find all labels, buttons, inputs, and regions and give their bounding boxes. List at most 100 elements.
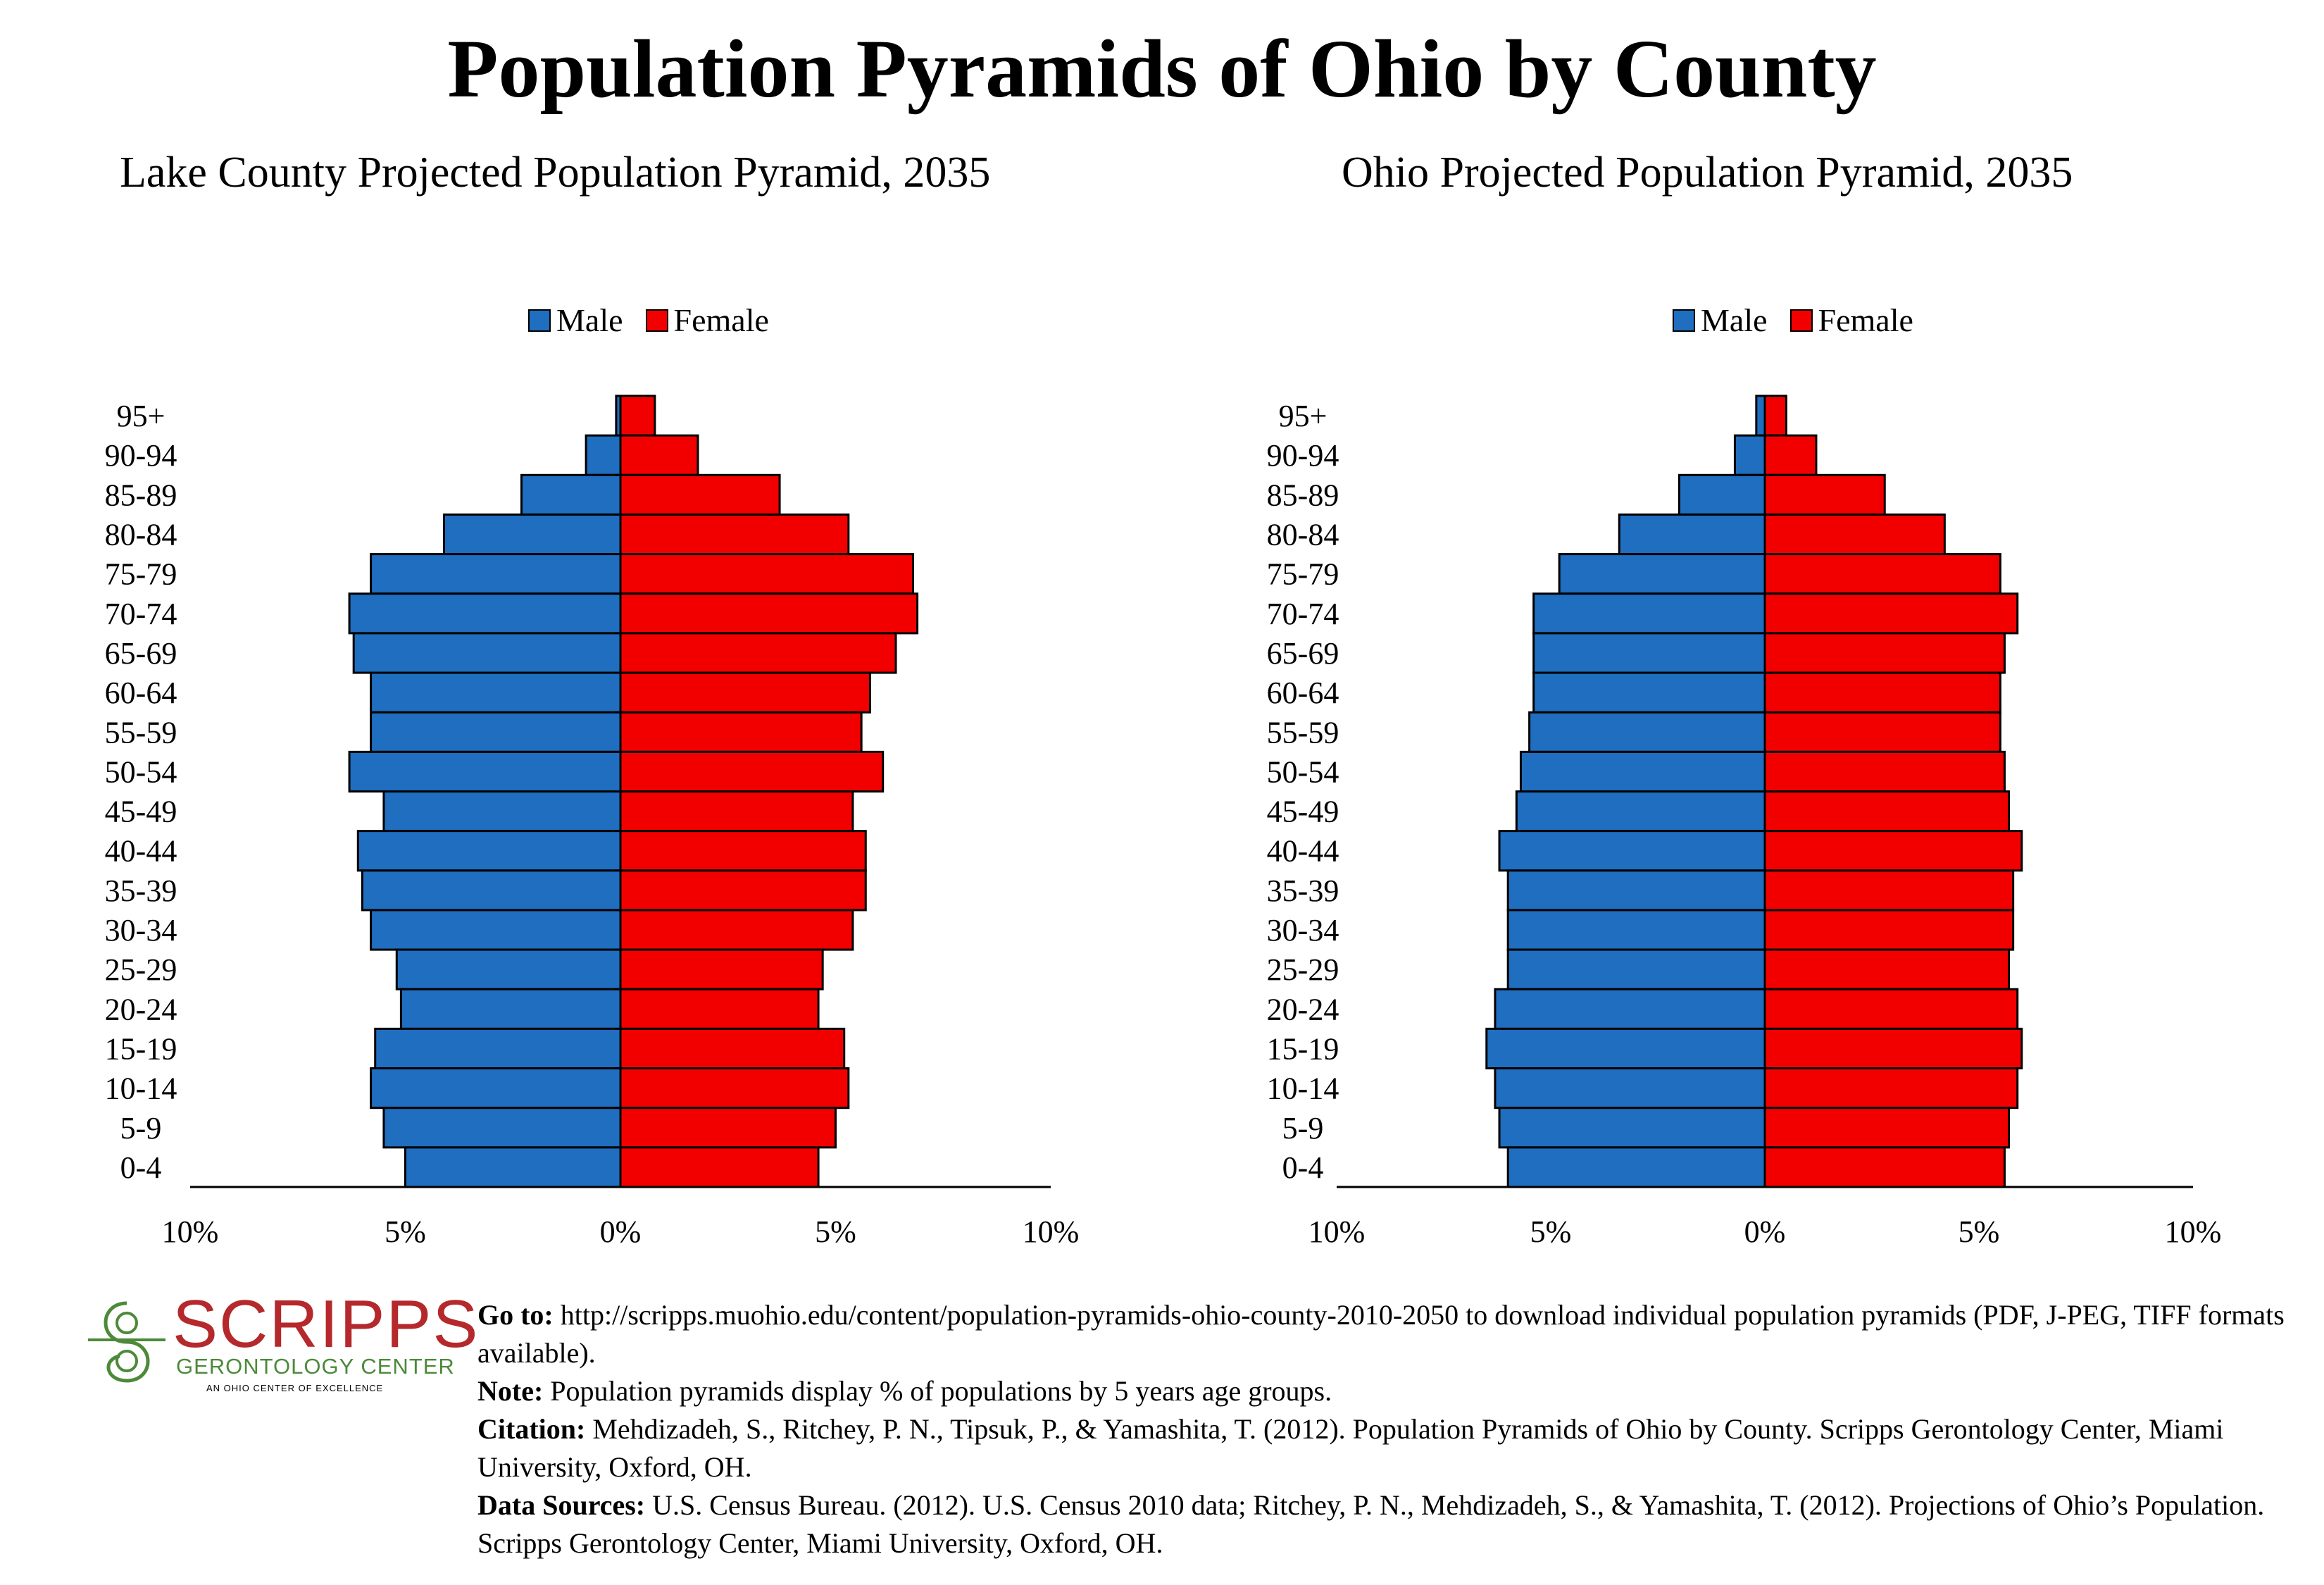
lake-male-bar [395,948,622,990]
legend-female-label: Female [1818,302,1913,338]
goto-label: Go to: [477,1299,554,1331]
ohio-age-label: 35-39 [1267,874,1339,908]
lake-female-bar [619,671,871,714]
lake-male-bar [585,434,622,476]
ohio-female-bar [1763,948,2011,990]
ohio-male-bar [1519,750,1766,792]
ohio-male-bar [1506,948,1766,990]
lake-age-label: 90-94 [105,438,177,473]
lake-age-label: 70-74 [105,597,177,631]
ohio-chart-title: Ohio Projected Population Pyramid, 2035 [1342,149,2073,197]
lake-male-bar [399,988,622,1030]
scripps-swirl-icon [88,1301,165,1383]
logo-tagline: AN OHIO CENTER OF EXCELLENCE [206,1383,384,1393]
footer-note: Note: Population pyramids display % of p… [477,1372,2309,1410]
logo-subtitle: GERONTOLOGY CENTER [176,1354,455,1379]
lake-age-label: 55-59 [105,715,177,750]
ohio-female-bar [1763,1146,2006,1188]
footer-sources: Data Sources: U.S. Census Bureau. (2012)… [477,1486,2309,1562]
ohio-age-label: 0-4 [1282,1150,1324,1185]
ohio-male-bar [1515,790,1766,833]
ohio-female-bar [1763,553,2001,595]
lake-female-bar [619,513,850,556]
lake-female-bar [619,1027,846,1070]
ohio-female-bar [1763,434,1818,476]
lake-x-tick-label: 10% [1023,1214,1080,1249]
lake-male-bar [520,473,622,516]
lake-female-bar [619,1146,820,1188]
ohio-male-bar [1485,1027,1766,1070]
legend-male-swatch [528,309,551,332]
ohio-age-label: 80-84 [1267,518,1339,552]
lake-age-label: 45-49 [105,795,177,829]
lake-female-bar [619,948,824,990]
footer-goto: Go to: http://scripps.muohio.edu/content… [477,1296,2309,1372]
ohio-female-bar [1763,830,2023,872]
ohio-male-bar [1733,434,1766,476]
lake-x-tick-label: 5% [385,1214,426,1249]
citation-label: Citation: [477,1413,586,1445]
logo-name: SCRIPPS [173,1286,480,1362]
lake-age-label: 40-44 [105,834,177,869]
note-label: Note: [477,1375,544,1407]
ohio-male-bar [1755,394,1766,437]
ohio-x-tick-label: 0% [1744,1214,1786,1249]
ohio-female-bar [1763,1027,2023,1070]
lake-female-bar [619,830,867,872]
ohio-male-bar [1558,553,1766,595]
ohio-female-bar [1763,671,2001,714]
ohio-x-tick-label: 10% [2165,1214,2222,1249]
lake-age-label: 60-64 [105,676,177,710]
legend-male-label: Male [556,302,623,338]
sources-text: U.S. Census Bureau. (2012). U.S. Census … [477,1489,2265,1559]
lake-age-label: 0-4 [120,1150,162,1185]
lake-age-label: 30-34 [105,913,177,947]
legend-male-swatch [1673,309,1695,332]
lake-male-bar [356,830,622,872]
ohio-age-label: 30-34 [1267,913,1339,947]
ohio-female-bar [1763,592,2019,635]
ohio-male-bar [1498,1107,1766,1149]
lake-female-bar [619,988,820,1030]
lake-male-bar [370,909,622,951]
ohio-male-bar [1532,632,1766,674]
ohio-male-bar [1494,1067,1766,1110]
ohio-male-bar [1498,830,1766,872]
lake-male-bar [404,1146,622,1188]
ohio-x-tick-label: 10% [1308,1214,1366,1249]
ohio-x-tick-label: 5% [1958,1214,2000,1249]
ohio-female-bar [1763,473,1886,516]
lake-male-bar [382,1107,622,1149]
lake-x-tick-label: 0% [600,1214,642,1249]
ohio-female-bar [1763,988,2019,1030]
lake-female-bar [619,1067,850,1110]
lake-female-bar [619,632,897,674]
lake-age-label: 85-89 [105,478,177,512]
lake-female-bar [619,711,863,753]
ohio-age-label: 50-54 [1267,754,1339,789]
lake-female-bar [619,750,885,792]
ohio-female-bar [1763,513,1946,556]
lake-female-bar [619,553,914,595]
lake-age-label: 15-19 [105,1031,177,1066]
lake-age-label: 5-9 [120,1111,162,1145]
ohio-female-bar [1763,790,2011,833]
citation-text: Mehdizadeh, S., Ritchey, P. N., Tipsuk, … [477,1413,2224,1483]
lake-male-bar [361,869,622,912]
lake-male-bar [442,513,622,556]
ohio-x-tick-label: 5% [1530,1214,1572,1249]
legend-female-swatch [645,309,668,332]
lake-male-bar [382,790,622,833]
lake-age-label: 50-54 [105,754,177,789]
legend-male-label: Male [1701,302,1768,338]
lake-male-bar [370,1067,622,1110]
ohio-male-bar [1618,513,1766,556]
lake-chart-title: Lake County Projected Population Pyramid… [120,149,991,197]
ohio-age-label: 45-49 [1267,795,1339,829]
lake-age-label: 80-84 [105,518,177,552]
lake-x-tick-label: 5% [815,1214,856,1249]
lake-age-label: 75-79 [105,557,177,592]
ohio-male-bar [1678,473,1766,516]
note-text: Population pyramids display % of populat… [550,1375,1332,1407]
lake-male-bar [348,750,622,792]
